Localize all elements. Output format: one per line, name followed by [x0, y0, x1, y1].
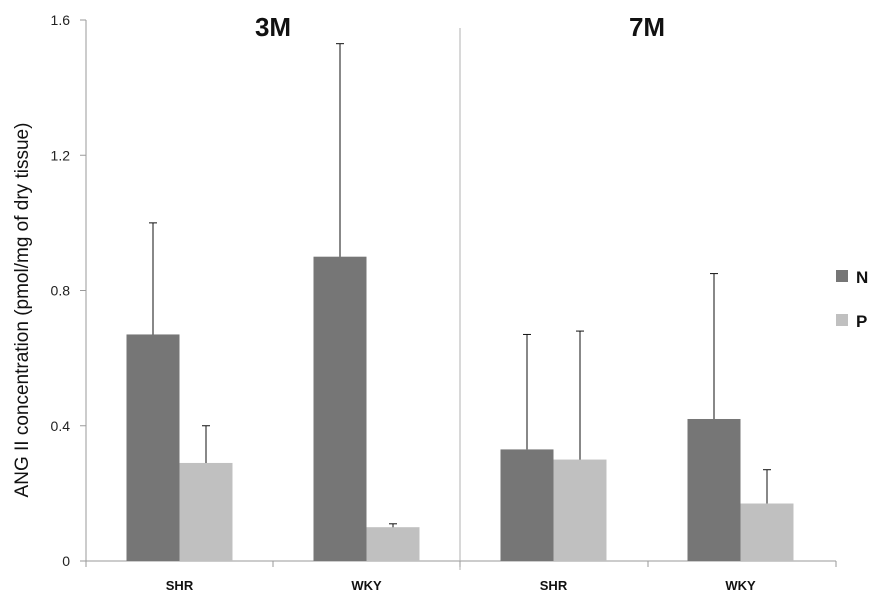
- bar-p: [553, 459, 607, 561]
- bar-n: [500, 449, 554, 561]
- y-tick-label: 1.6: [51, 12, 71, 28]
- panel-titles: 3M 7M: [255, 12, 665, 42]
- y-tick-label: 0.4: [51, 418, 71, 434]
- bar-p: [366, 527, 420, 561]
- category-label: WKY: [351, 578, 382, 593]
- y-tick-label: 0.8: [51, 283, 71, 299]
- panel-title: 7M: [629, 12, 665, 42]
- legend-label-n: N: [856, 268, 868, 287]
- bar-n: [126, 334, 180, 561]
- category-label: SHR: [166, 578, 194, 593]
- legend-swatch-n: [836, 270, 848, 282]
- legend-label-p: P: [856, 312, 867, 331]
- bar-n: [313, 256, 367, 561]
- bars: [126, 256, 794, 561]
- bar-p: [740, 503, 794, 561]
- bar-n: [687, 418, 741, 561]
- legend: N P: [836, 268, 868, 331]
- error-bars: [149, 43, 771, 528]
- y-ticks: 0 0.4 0.8 1.2 1.6: [51, 12, 837, 569]
- y-axis-label: ANG II concentration (pmol/mg of dry tis…: [12, 123, 33, 498]
- y-tick-label: 1.2: [51, 147, 71, 163]
- category-label: WKY: [725, 578, 756, 593]
- panel-title: 3M: [255, 12, 291, 42]
- category-labels: SHR WKY SHR WKY: [166, 578, 756, 593]
- legend-swatch-p: [836, 314, 848, 326]
- category-label: SHR: [540, 578, 568, 593]
- y-tick-label: 0: [62, 553, 70, 569]
- bar-p: [179, 462, 233, 561]
